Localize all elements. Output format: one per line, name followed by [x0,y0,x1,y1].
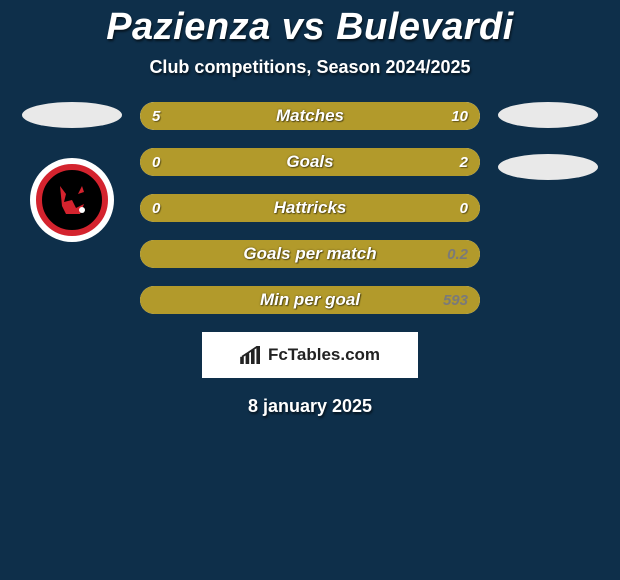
stat-value-right: 593 [443,286,468,314]
stat-bar: Goals per match0.2 [140,240,480,268]
subtitle: Club competitions, Season 2024/2025 [0,57,620,78]
left-team-badge [30,158,114,242]
fctables-logo-icon [240,346,262,364]
page-title: Pazienza vs Bulevardi [0,6,620,49]
stat-value-left: 5 [152,102,160,130]
right-team-placeholder-2 [498,154,598,180]
stat-bar: Min per goal593 [140,286,480,314]
stat-value-right: 2 [460,148,468,176]
right-team-column [498,102,598,180]
devil-icon [52,180,92,220]
club-crest-icon [36,164,108,236]
stat-value-right: 0 [460,194,468,222]
main-content: Matches510 Goals02 Hattricks00 Goals per… [0,102,620,314]
brand-name: FcTables.com [268,345,380,365]
stat-bar: Goals02 [140,148,480,176]
left-team-placeholder-1 [22,102,122,128]
stat-bar: Matches510 [140,102,480,130]
stat-value-left: 0 [152,194,160,222]
stat-bar: Hattricks00 [140,194,480,222]
stats-column: Matches510 Goals02 Hattricks00 Goals per… [140,102,480,314]
stat-value-right: 0.2 [447,240,468,268]
left-team-column [22,102,122,242]
brand-footer: FcTables.com [202,332,418,378]
comparison-card: Pazienza vs Bulevardi Club competitions,… [0,0,620,417]
generated-date: 8 january 2025 [0,396,620,417]
right-team-placeholder-1 [498,102,598,128]
stat-value-left: 0 [152,148,160,176]
stat-value-right: 10 [451,102,468,130]
